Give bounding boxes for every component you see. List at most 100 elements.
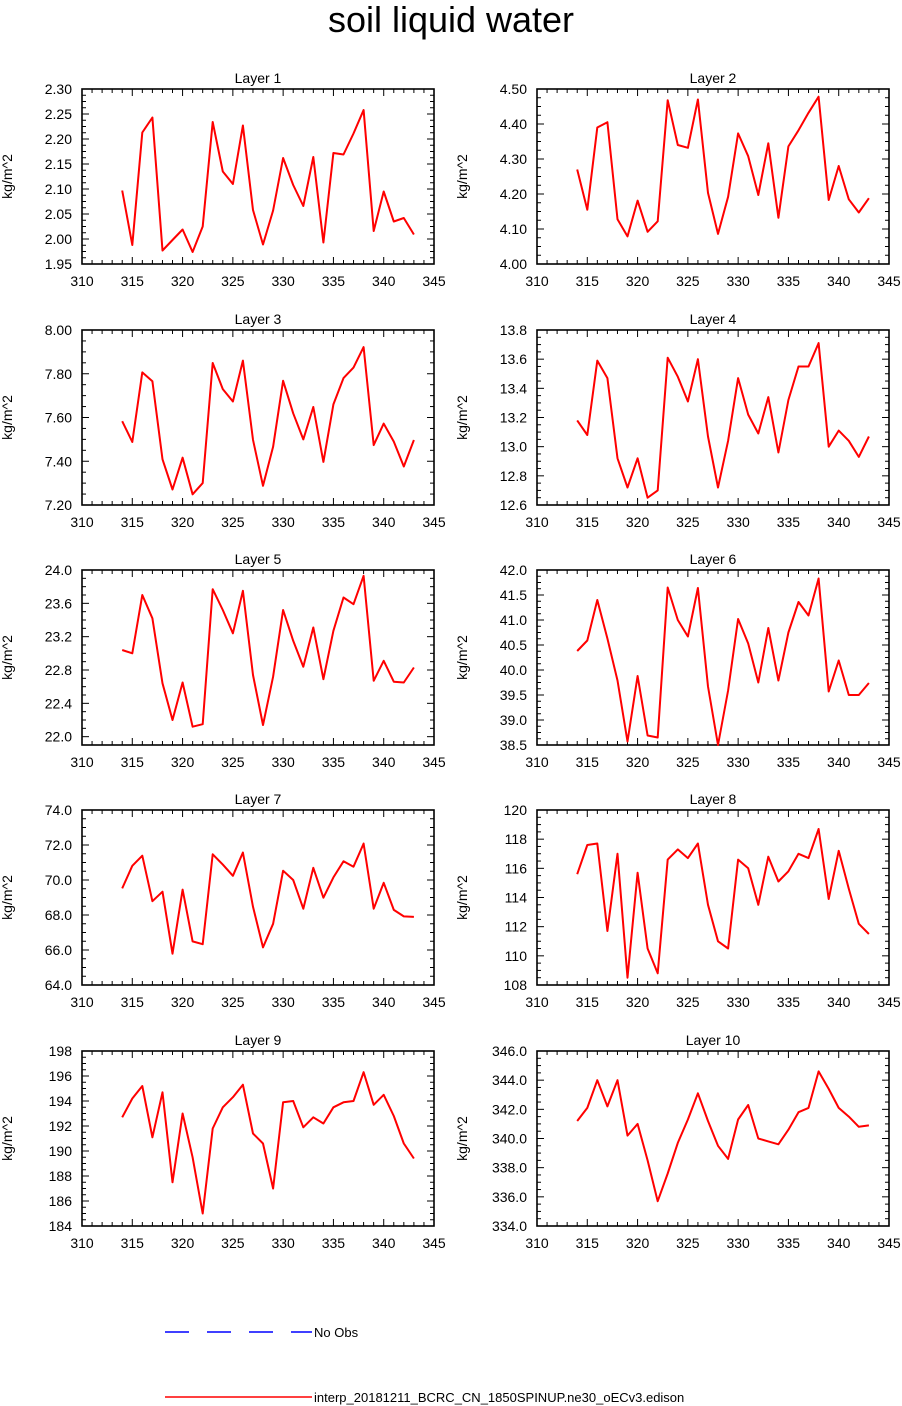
panel-10-xtick-label: 310 [525,1235,549,1251]
panel-2-xtick-label: 335 [777,273,801,289]
panel-9-xtick-label: 335 [322,1235,346,1251]
panel-3-xtick-label: 340 [372,514,396,530]
panel-3-ytick-label: 7.60 [45,410,72,426]
panel-1-ytick-label: 2.00 [45,231,72,247]
panel-8-frame [536,809,890,986]
panel-6-ytick-label: 42.0 [500,562,527,578]
legend-model-label: interp_20181211_BCRC_CN_1850SPINUP.ne30_… [314,1390,684,1405]
panel-10-xtick-label: 325 [676,1235,700,1251]
panel-1-xtick-label: 315 [121,273,145,289]
panel-7-xtick-label: 330 [271,994,295,1010]
panel-7-xtick-label: 320 [171,994,195,1010]
panel-7-ylabel: kg/m^2 [0,875,15,920]
panel-3-xtick-label: 320 [171,514,195,530]
panel-5-xtick-label: 310 [70,754,94,770]
panel-2-ylabel: kg/m^2 [454,154,470,199]
panel-5-xtick-label: 325 [221,754,245,770]
panel-1-ytick-label: 2.15 [45,156,72,172]
panel-9-series-line [121,1071,415,1215]
panel-8-xtick-label: 330 [726,994,750,1010]
panel-8-ytick-label: 112 [505,919,528,935]
panel-10-ytick-label: 344.0 [492,1072,527,1088]
panel-4-xtick-label: 320 [626,514,650,530]
panel-7-ytick-label: 74.0 [45,802,72,818]
panel-1-xtick-label: 310 [70,273,94,289]
panel-2-ytick-label: 4.30 [500,151,527,167]
panel-10-series-line [576,1070,870,1203]
panel-4-ytick-label: 13.2 [500,410,527,426]
panel-1-ytick-label: 2.05 [45,206,72,222]
panel-8-xtick-label: 335 [777,994,801,1010]
panel-2-title: Layer 2 [690,70,737,86]
panel-5-xtick-label: 340 [372,754,396,770]
panel-2-ytick-label: 4.50 [500,81,527,97]
panel-8-ytick-label: 110 [505,948,528,964]
panel-7-ytick-label: 72.0 [45,837,72,853]
panel-7-title: Layer 7 [235,791,282,807]
panel-4-ytick-label: 13.8 [500,322,527,338]
legend-obs-label: No Obs [314,1325,359,1340]
panel-2-ytick-label: 4.10 [500,221,527,237]
panel-9-ytick-label: 188 [49,1168,73,1184]
panel-9-ytick-label: 186 [49,1193,73,1209]
panel-3-title: Layer 3 [235,311,282,327]
panel-5-ytick-label: 22.4 [45,695,72,711]
panel-7-ytick-label: 70.0 [45,872,72,888]
panel-3-xtick-label: 310 [70,514,94,530]
chart-grid: Layer 1 kg/m^2 310 315 320 325 330 335 340 345 1.9… [0,70,901,1251]
panel-2-xtick-label: 315 [576,273,600,289]
panel-2-xtick-label: 310 [525,273,549,289]
panel-9-ytick-label: 190 [49,1143,73,1159]
panel-4-ytick-label: 13.0 [500,439,527,455]
panel-8-title: Layer 8 [690,791,737,807]
panel-8-ytick-label: 114 [505,890,528,906]
panel-3-ytick-label: 7.20 [45,497,72,513]
panel-1-ytick-label: 2.20 [45,131,72,147]
panel-9-xtick-label: 320 [171,1235,195,1251]
panel-10-xtick-label: 315 [576,1235,600,1251]
panel-2-xtick-label: 330 [726,273,750,289]
panel-2-ytick-label: 4.40 [500,116,527,132]
panel-6-ytick-label: 38.5 [500,737,527,753]
panel-6-xtick-label: 340 [827,754,851,770]
panel-5-xtick-label: 330 [271,754,295,770]
panel-8-series-line [576,828,870,979]
panel-8-ytick-label: 108 [504,977,528,993]
panel-8-xtick-label: 310 [525,994,549,1010]
panel-6-ytick-label: 40.5 [500,637,527,653]
panel-6-xtick-label: 315 [576,754,600,770]
panel-7-xtick-label: 345 [422,994,446,1010]
panel-10-ytick-label: 336.0 [492,1189,527,1205]
panel-9-ylabel: kg/m^2 [0,1116,15,1161]
panel-1-frame [81,88,435,265]
panel-9-ytick-label: 196 [49,1068,73,1084]
panel-9-xtick-label: 330 [271,1235,295,1251]
panel-10-ytick-label: 338.0 [492,1160,527,1176]
panel-9-ytick-label: 194 [49,1093,73,1109]
panel-5-ytick-label: 22.0 [45,729,72,745]
panel-9-ytick-label: 184 [49,1218,73,1234]
panel-10-xtick-label: 335 [777,1235,801,1251]
panel-7-xtick-label: 340 [372,994,396,1010]
panel-1-ytick-label: 2.30 [45,81,72,97]
panel-9-title: Layer 9 [235,1032,282,1048]
panel-4-xtick-label: 330 [726,514,750,530]
panel-5-frame [81,569,435,746]
panel-1-xtick-label: 320 [171,273,195,289]
panel-6-ytick-label: 41.0 [500,612,527,628]
panel-2-ytick-label: 4.20 [500,186,527,202]
panel-6-ytick-label: 39.0 [500,712,527,728]
panel-7-ytick-label: 64.0 [45,977,72,993]
panel-9-xtick-label: 315 [121,1235,145,1251]
panel-5-series-line [121,574,415,728]
panel-4-ytick-label: 12.6 [500,497,527,513]
panel-9-xtick-label: 310 [70,1235,94,1251]
panel-7-xtick-label: 335 [322,994,346,1010]
panel-5-xtick-label: 345 [422,754,446,770]
panel-4-xtick-label: 310 [525,514,549,530]
panel-3-ytick-label: 7.80 [45,366,72,382]
panel-5-xtick-label: 315 [121,754,145,770]
panel-5-xtick-label: 335 [322,754,346,770]
panel-1-xtick-label: 325 [221,273,245,289]
panel-4-xtick-label: 325 [676,514,700,530]
